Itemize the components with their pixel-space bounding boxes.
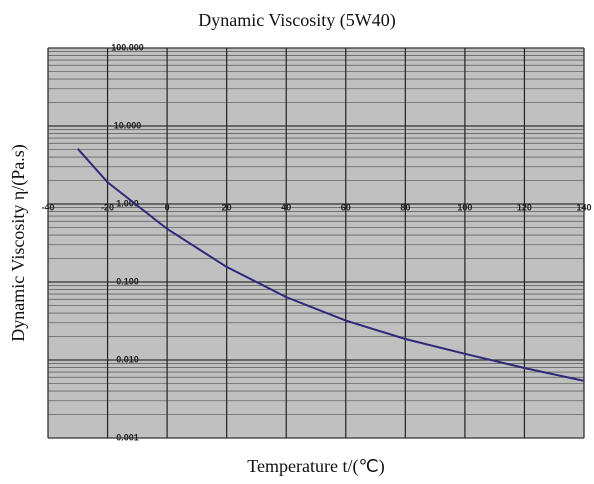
x-tick-label: 40 [281, 202, 291, 212]
y-tick-label: 0.010 [116, 354, 139, 364]
x-tick-label: 20 [222, 202, 232, 212]
x-tick-label: 0 [165, 202, 170, 212]
x-tick-label: 120 [517, 202, 532, 212]
x-tick-label: -40 [41, 202, 54, 212]
x-tick-label: 60 [341, 202, 351, 212]
x-tick-label: 80 [400, 202, 410, 212]
y-axis-label: Dynamic Viscosity η/(Pa.s) [8, 144, 29, 341]
chart-title: Dynamic Viscosity (5W40) [198, 10, 396, 31]
x-tick-label: -20 [101, 202, 114, 212]
x-tick-label: 100 [457, 202, 472, 212]
y-tick-label: 1.000 [116, 198, 139, 208]
y-tick-label: 0.100 [116, 276, 139, 286]
x-axis-label: Temperature t/(℃) [247, 456, 384, 477]
y-tick-label: 10.000 [114, 120, 142, 130]
y-tick-label: 0.001 [116, 432, 139, 442]
x-tick-label: 140 [576, 202, 591, 212]
plot-area [48, 48, 584, 438]
y-tick-label: 100.000 [111, 42, 144, 52]
line-series [77, 148, 585, 382]
